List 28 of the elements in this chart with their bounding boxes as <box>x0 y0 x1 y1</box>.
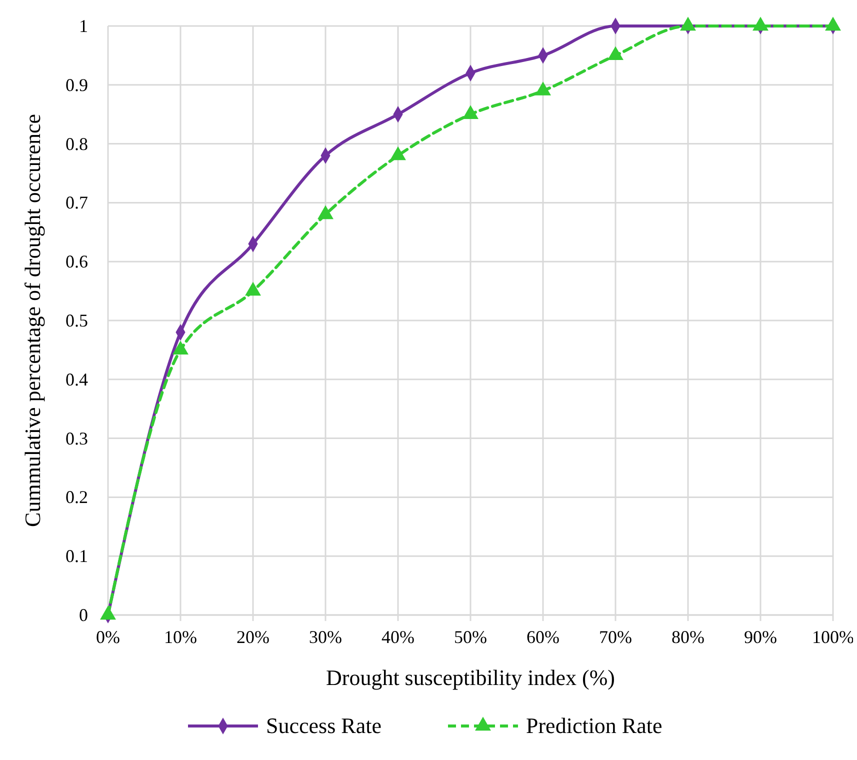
y-tick-label: 1 <box>79 16 88 36</box>
x-tick-label: 0% <box>96 627 120 647</box>
x-tick-label: 50% <box>454 627 487 647</box>
y-tick-label: 0.8 <box>66 134 88 154</box>
x-tick-label: 60% <box>526 627 560 647</box>
x-tick-label: 80% <box>672 627 704 647</box>
x-tick-label: 40% <box>382 627 414 647</box>
y-tick-label: 0.5 <box>66 310 88 330</box>
y-tick-label: 0.1 <box>66 546 88 566</box>
point <box>245 282 261 296</box>
y-tick-label: 0.3 <box>66 428 88 448</box>
y-tick-label: 0.4 <box>66 369 88 390</box>
legend-label: Success Rate <box>266 713 382 738</box>
x-tick-label: 20% <box>236 627 270 647</box>
y-tick-label: 0.2 <box>66 487 88 508</box>
y-tick-label: 0.7 <box>66 192 88 213</box>
y-tick-label: 0.9 <box>66 74 88 95</box>
point <box>318 205 334 220</box>
x-tick-label: 30% <box>309 627 342 647</box>
x-tick-label: 10% <box>164 627 197 647</box>
y-axis-title: Cummulative percentage of drought occurence <box>20 114 45 527</box>
x-tick-label: 70% <box>599 627 632 647</box>
legend-label: Prediction Rate <box>526 713 662 738</box>
point <box>172 340 188 355</box>
y-tick-label: 0 <box>79 605 88 625</box>
x-axis-title: Drought susceptibility index (%) <box>326 665 616 690</box>
x-tick-label: 90% <box>744 627 777 647</box>
y-tick-label: 0.6 <box>66 252 88 272</box>
